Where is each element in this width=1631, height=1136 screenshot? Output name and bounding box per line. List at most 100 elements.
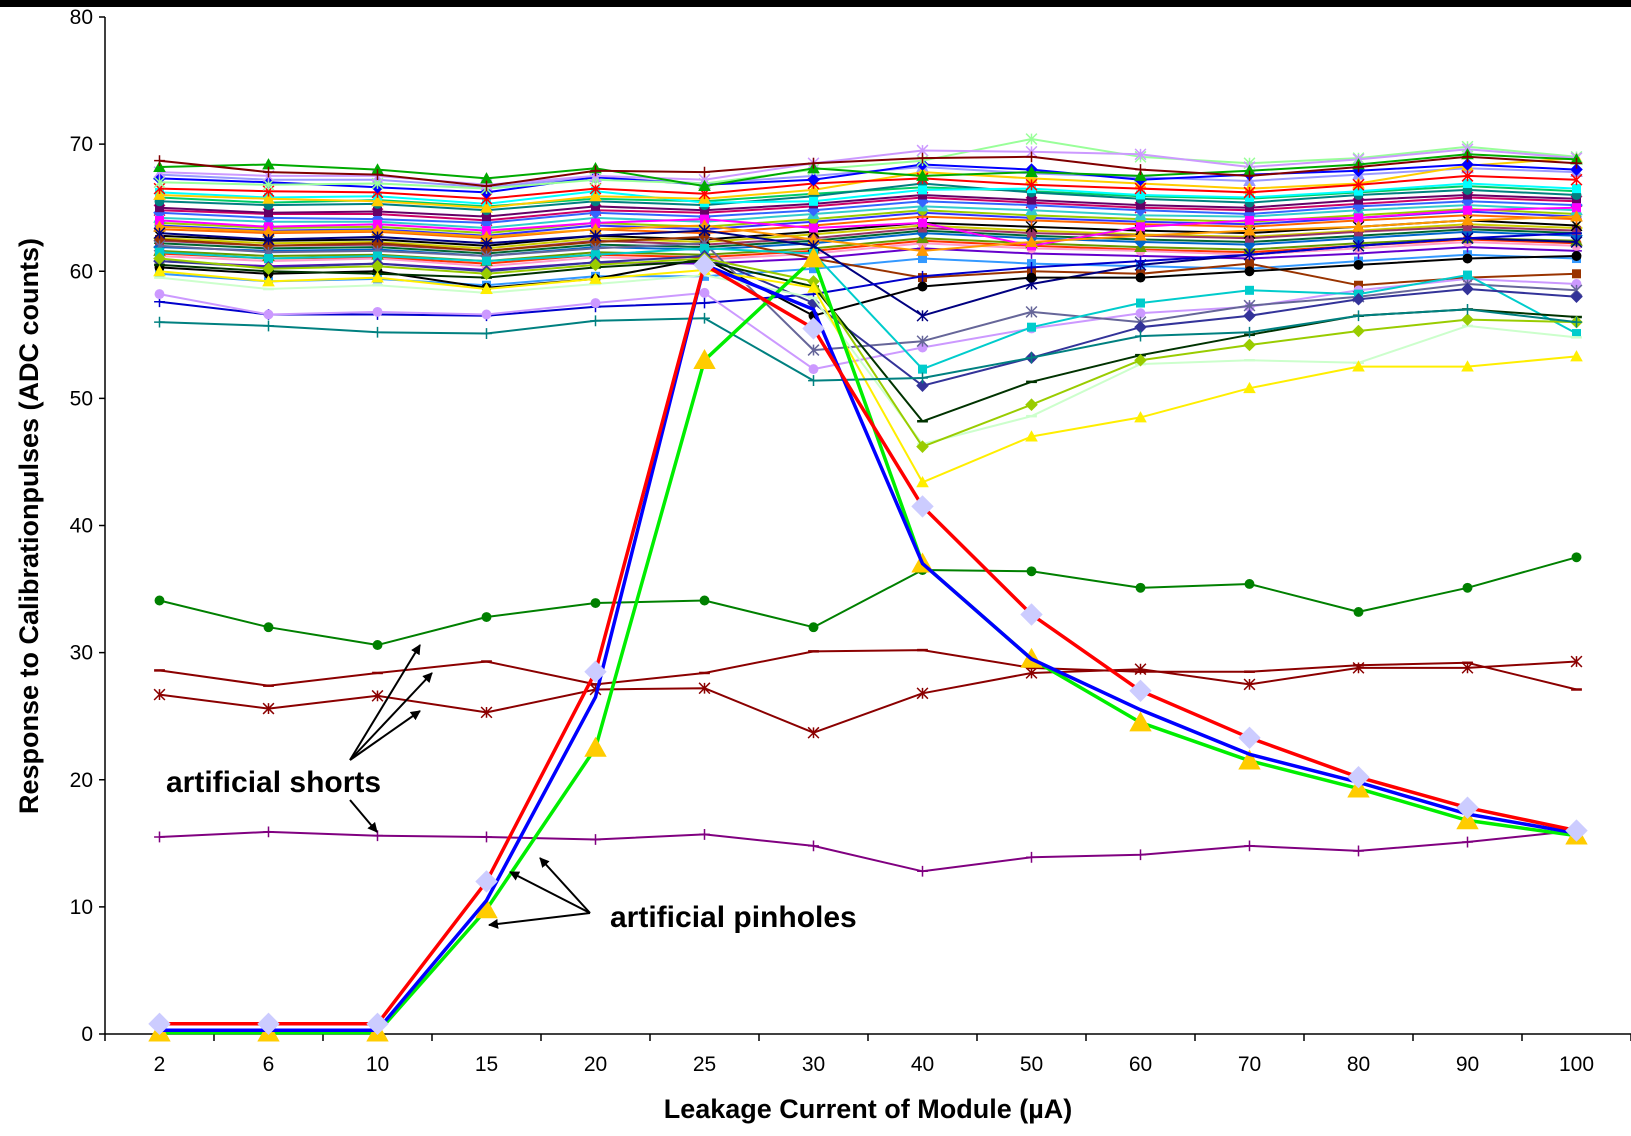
data-point bbox=[1025, 178, 1038, 191]
data-point bbox=[700, 243, 709, 253]
data-point bbox=[475, 898, 498, 919]
series-2 bbox=[148, 247, 1588, 1042]
data-point bbox=[1245, 259, 1254, 269]
data-point bbox=[1136, 200, 1145, 210]
data-point bbox=[808, 840, 819, 852]
data-point bbox=[480, 172, 493, 184]
data-point bbox=[911, 495, 934, 518]
series-line bbox=[159, 225, 1577, 252]
data-point bbox=[1462, 836, 1473, 848]
data-point bbox=[917, 152, 928, 164]
data-point bbox=[809, 223, 818, 233]
data-point bbox=[1134, 353, 1147, 367]
data-point bbox=[263, 309, 274, 320]
data-point bbox=[1134, 229, 1147, 241]
data-point bbox=[1245, 215, 1254, 225]
data-point bbox=[699, 297, 710, 309]
series-5 bbox=[153, 655, 1583, 739]
series-line bbox=[159, 263, 1577, 1026]
data-point bbox=[372, 169, 383, 181]
data-point bbox=[1572, 203, 1581, 213]
data-point bbox=[916, 195, 929, 208]
x-tick-label: 40 bbox=[911, 1053, 934, 1076]
data-point bbox=[1571, 227, 1582, 239]
data-point bbox=[1456, 796, 1479, 819]
data-point bbox=[918, 185, 927, 195]
data-point bbox=[1244, 326, 1255, 338]
data-point bbox=[1461, 360, 1474, 372]
data-point bbox=[1352, 324, 1365, 338]
data-point bbox=[1571, 279, 1582, 289]
data-point bbox=[916, 169, 929, 181]
x-tick-label: 20 bbox=[584, 1053, 607, 1076]
data-point bbox=[481, 309, 492, 320]
data-point bbox=[372, 640, 383, 650]
data-point bbox=[1570, 173, 1583, 186]
data-point bbox=[1571, 157, 1582, 169]
y-tick-label: 70 bbox=[70, 133, 93, 156]
data-point bbox=[371, 195, 384, 207]
data-point bbox=[1243, 678, 1256, 691]
data-point bbox=[1244, 266, 1255, 277]
data-point bbox=[1354, 186, 1363, 196]
series-line bbox=[159, 829, 1577, 873]
data-point bbox=[1354, 213, 1363, 223]
x-tick-label: 90 bbox=[1456, 1053, 1479, 1076]
series-line bbox=[159, 215, 1577, 252]
arrow-short-4 bbox=[349, 799, 378, 833]
data-point bbox=[482, 256, 491, 266]
data-point bbox=[699, 595, 710, 606]
series-line bbox=[159, 153, 1577, 188]
data-point bbox=[1025, 133, 1038, 145]
annotation-artificial-shorts: artificial shorts bbox=[166, 766, 381, 799]
data-point bbox=[1135, 330, 1146, 342]
data-point bbox=[153, 220, 166, 232]
data-point bbox=[1353, 259, 1364, 270]
data-point bbox=[916, 335, 929, 348]
data-point bbox=[591, 250, 600, 260]
data-point bbox=[481, 831, 492, 843]
data-point bbox=[1354, 195, 1363, 205]
data-point bbox=[371, 163, 384, 175]
data-point bbox=[589, 189, 602, 202]
top-border bbox=[0, 0, 1631, 7]
data-point bbox=[1572, 329, 1581, 339]
data-point bbox=[1129, 679, 1152, 702]
data-point bbox=[589, 229, 602, 242]
series-line bbox=[159, 230, 1577, 257]
y-tick-label: 80 bbox=[70, 6, 93, 29]
data-point bbox=[262, 211, 275, 225]
data-point bbox=[698, 179, 711, 192]
x-tick-label: 60 bbox=[1129, 1053, 1152, 1076]
series-line bbox=[159, 138, 1577, 190]
data-point bbox=[155, 247, 164, 257]
data-point bbox=[1461, 158, 1474, 171]
series-23 bbox=[153, 147, 1583, 192]
data-point bbox=[699, 312, 710, 324]
data-point bbox=[1243, 164, 1256, 176]
data-point bbox=[1135, 164, 1146, 175]
data-point bbox=[153, 188, 166, 200]
x-tick-label: 10 bbox=[366, 1053, 389, 1076]
data-point bbox=[699, 829, 710, 840]
data-point bbox=[1352, 292, 1365, 306]
series-line bbox=[159, 232, 1577, 317]
data-point bbox=[1026, 352, 1037, 364]
data-point bbox=[1025, 235, 1038, 247]
data-point bbox=[481, 180, 492, 192]
series-22 bbox=[154, 151, 1582, 192]
data-point bbox=[1462, 232, 1473, 244]
data-point bbox=[371, 259, 384, 273]
data-point bbox=[1025, 667, 1038, 679]
series-line bbox=[159, 194, 1577, 218]
series-line bbox=[159, 204, 1577, 229]
series-line bbox=[159, 182, 1577, 212]
data-point bbox=[262, 225, 275, 237]
series-line bbox=[159, 196, 1577, 222]
data-point bbox=[1026, 262, 1037, 273]
data-point bbox=[153, 688, 166, 701]
data-point bbox=[591, 218, 600, 228]
series-line bbox=[159, 155, 1577, 188]
series-line bbox=[159, 228, 1577, 255]
data-point bbox=[371, 689, 384, 702]
